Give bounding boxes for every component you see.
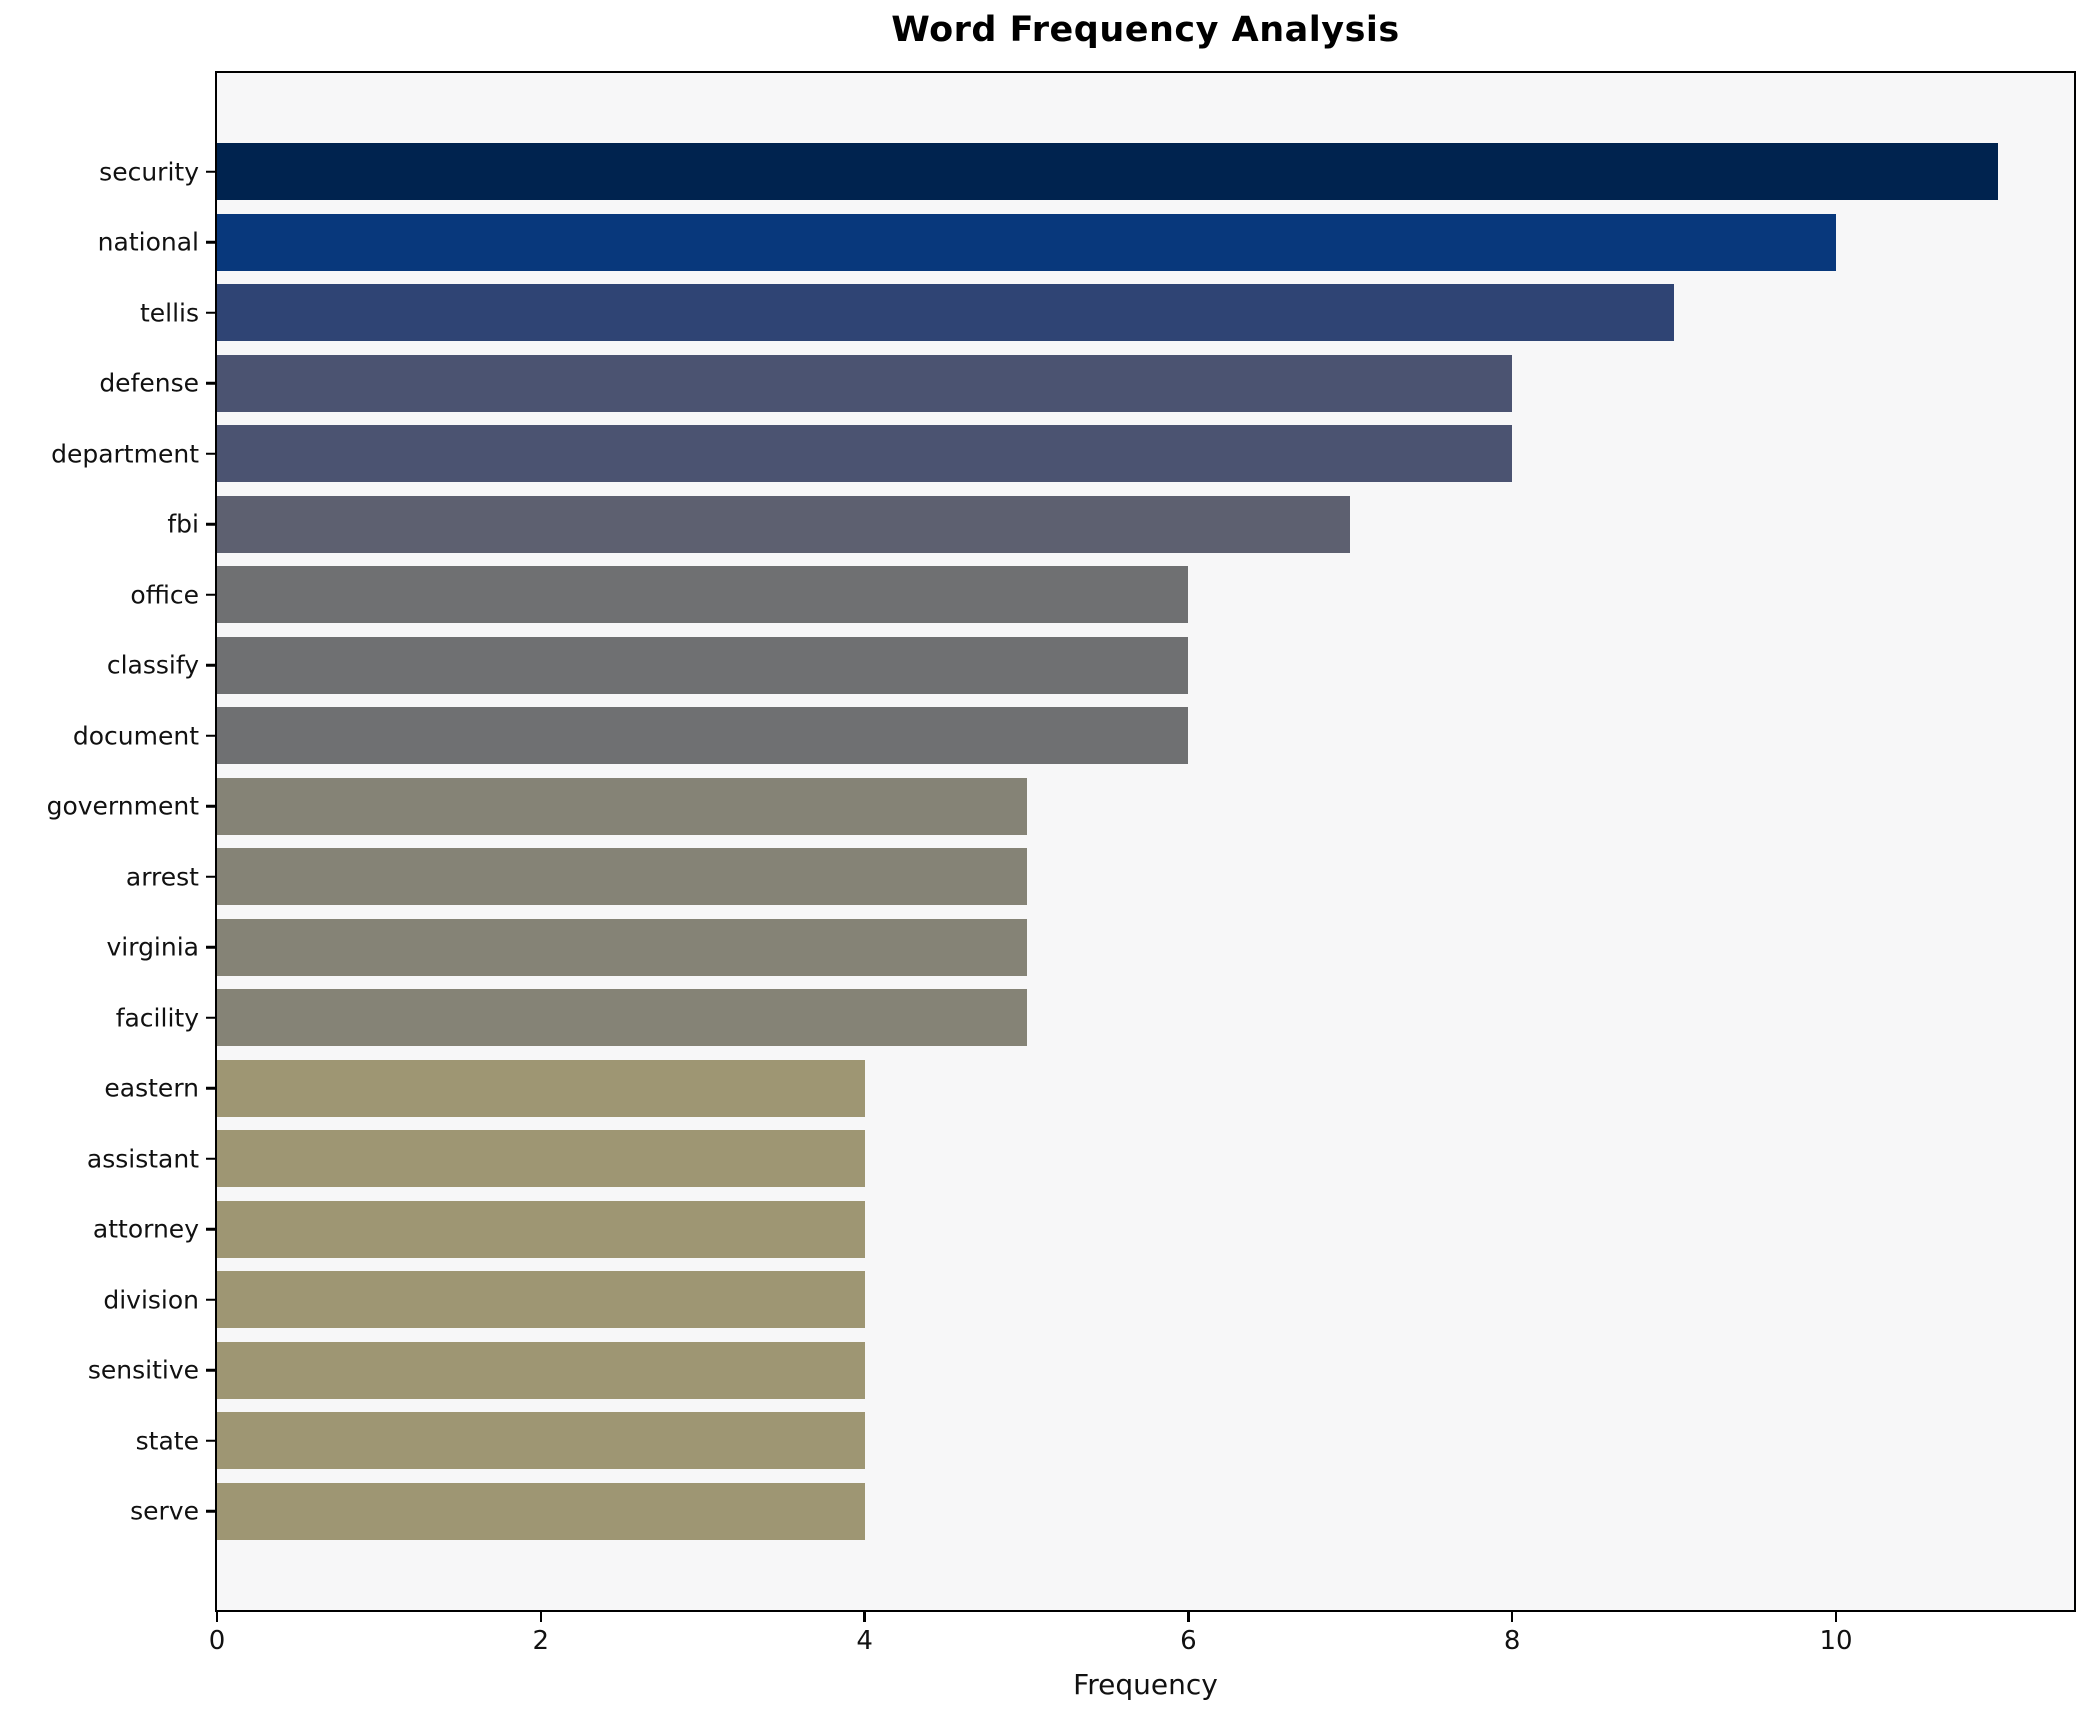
frequency-bar (217, 566, 1189, 624)
bar-row: sensitive (88, 1341, 2074, 1399)
y-tick-mark (206, 170, 215, 173)
bar-row: security (99, 143, 2074, 200)
frequency-bar (217, 354, 1513, 412)
x-tick-label: 6 (1180, 1626, 1197, 1656)
y-tick-label: virginia (106, 932, 199, 962)
y-tick-label: assistant (86, 1144, 199, 1174)
y-tick-label: state (135, 1426, 199, 1456)
bar-row: division (103, 1271, 2074, 1329)
y-tick-mark (206, 663, 215, 667)
bar-row: assistant (87, 1130, 2074, 1188)
x-tick-label: 10 (1819, 1626, 1853, 1656)
y-tick-mark (206, 1086, 215, 1090)
x-tick-mark (863, 1612, 866, 1622)
y-tick-mark (206, 875, 215, 878)
frequency-bar (217, 848, 1027, 906)
frequency-bar (217, 1412, 865, 1470)
frequency-bar (217, 213, 1836, 271)
bar-row: arrest (126, 848, 2074, 906)
frequency-bar (217, 989, 1027, 1047)
y-tick-label: department (51, 439, 199, 469)
frequency-bar (217, 1059, 865, 1117)
y-tick-mark (206, 1298, 215, 1301)
y-tick-mark (206, 381, 215, 385)
y-tick-label: arrest (125, 862, 199, 892)
bar-row: classify (107, 636, 2074, 694)
y-tick-mark (206, 1227, 215, 1231)
bar-row: office (130, 566, 2074, 624)
y-tick-label: national (97, 227, 199, 257)
frequency-bar (217, 1271, 865, 1329)
y-tick-mark (206, 311, 215, 314)
y-tick-label: government (46, 791, 199, 821)
x-tick-mark (1834, 1612, 1838, 1622)
x-axis-label: Frequency (1073, 1668, 1218, 1701)
bar-row: government (47, 777, 2074, 835)
y-tick-label: division (103, 1285, 199, 1315)
bar-row: fbi (167, 495, 2074, 553)
y-tick-label: security (99, 157, 199, 186)
y-tick-mark (206, 734, 215, 737)
x-tick-mark (215, 1612, 219, 1622)
y-tick-label: serve (130, 1496, 199, 1526)
frequency-bar (217, 425, 1513, 483)
y-tick-mark (206, 240, 215, 244)
plot-area: security national tellis defense departm… (47, 71, 2076, 1656)
y-tick-mark (206, 1016, 215, 1019)
x-tick-mark (1510, 1612, 1514, 1622)
y-tick-label: fbi (167, 509, 199, 539)
bar-row: document (73, 707, 2074, 765)
bar-row: serve (130, 1482, 2074, 1540)
frequency-bar (217, 495, 1351, 553)
y-tick-label: eastern (104, 1073, 199, 1103)
y-tick-label: facility (115, 1003, 199, 1033)
x-tick-mark (1187, 1612, 1190, 1622)
frequency-bar (217, 284, 1675, 342)
frequency-bar (217, 1130, 865, 1188)
bar-row: tellis (140, 284, 2074, 342)
bar-row: national (98, 213, 2074, 271)
frequency-bar (217, 707, 1189, 765)
y-tick-mark (206, 593, 215, 596)
frequency-bar (217, 918, 1027, 976)
bar-row: eastern (104, 1059, 2074, 1117)
x-tick-label: 4 (856, 1626, 873, 1656)
y-tick-mark (206, 1439, 215, 1443)
x-tick-label: 8 (1503, 1626, 1521, 1656)
y-tick-label: office (130, 580, 199, 610)
frequency-bar (217, 143, 1998, 200)
frequency-bar (217, 1341, 865, 1399)
y-tick-label: sensitive (87, 1355, 199, 1385)
frequency-bar (217, 1482, 865, 1540)
bar-row: virginia (106, 918, 2074, 976)
x-tick-mark (539, 1612, 543, 1622)
frequency-bar (217, 777, 1027, 835)
bar-row: department (51, 425, 2074, 483)
y-tick-label: attorney (92, 1214, 199, 1244)
y-tick-mark (206, 1369, 215, 1372)
y-tick-label: classify (106, 650, 199, 680)
y-tick-mark (206, 1510, 215, 1513)
y-tick-mark (206, 522, 215, 526)
bar-row: state (136, 1412, 2074, 1470)
frequency-bar (217, 636, 1189, 694)
y-tick-mark (206, 804, 215, 808)
chart-title: Word Frequency Analysis (891, 10, 1400, 50)
y-tick-mark (206, 1157, 215, 1160)
bar-row: attorney (93, 1200, 2074, 1258)
y-tick-label: tellis (139, 298, 199, 328)
y-tick-label: document (72, 721, 199, 751)
x-tick-label: 0 (208, 1626, 226, 1656)
bars-region: security national tellis defense departm… (47, 73, 2074, 1610)
y-tick-mark (206, 945, 215, 949)
bar-row: defense (99, 354, 2074, 412)
frequency-bar (217, 1200, 865, 1258)
y-tick-mark (206, 452, 215, 455)
x-tick-label: 2 (532, 1626, 550, 1656)
bar-row: facility (116, 989, 2074, 1047)
y-tick-label: defense (99, 368, 199, 398)
